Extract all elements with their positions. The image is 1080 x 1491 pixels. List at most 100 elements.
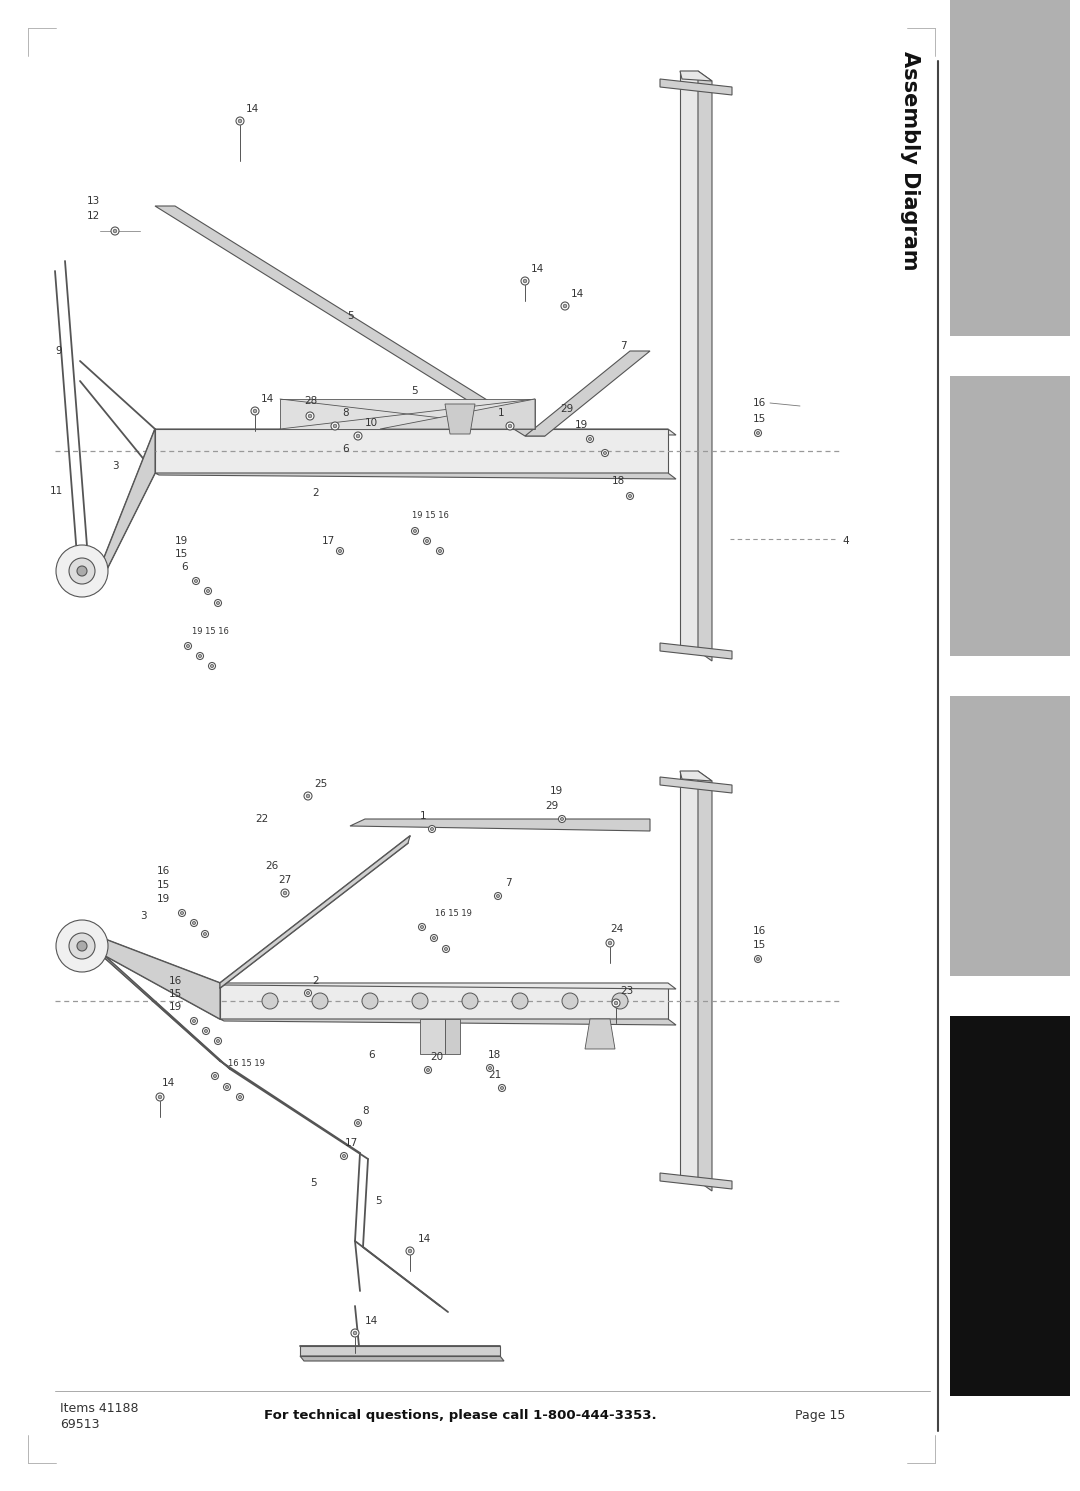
Text: 20: 20	[430, 1053, 443, 1062]
Circle shape	[426, 540, 429, 543]
Circle shape	[192, 921, 195, 924]
Circle shape	[307, 992, 310, 994]
Circle shape	[423, 537, 431, 544]
Circle shape	[56, 546, 108, 596]
Text: 13: 13	[86, 195, 100, 206]
Text: ASSEMBLY: ASSEMBLY	[1003, 480, 1016, 552]
Circle shape	[158, 1096, 162, 1099]
Circle shape	[239, 119, 242, 122]
Text: 6: 6	[368, 1050, 375, 1060]
Text: 2: 2	[312, 977, 319, 986]
Circle shape	[488, 1066, 491, 1069]
Circle shape	[305, 990, 311, 996]
Circle shape	[523, 279, 527, 283]
Polygon shape	[660, 643, 732, 659]
Text: 19: 19	[575, 420, 589, 429]
Circle shape	[427, 1069, 430, 1072]
Text: For technical questions, please call 1-800-444-3353.: For technical questions, please call 1-8…	[264, 1409, 657, 1422]
Text: 19: 19	[550, 786, 564, 796]
Text: 19 15 16: 19 15 16	[191, 626, 229, 635]
Circle shape	[612, 999, 620, 1006]
Circle shape	[215, 1038, 221, 1045]
Polygon shape	[220, 1018, 676, 1024]
Circle shape	[755, 956, 761, 963]
Polygon shape	[156, 429, 669, 473]
Circle shape	[206, 589, 210, 592]
Text: 5: 5	[411, 386, 418, 397]
Text: 14: 14	[246, 104, 259, 113]
Circle shape	[561, 303, 569, 310]
Circle shape	[561, 817, 564, 820]
Circle shape	[615, 1000, 618, 1005]
Text: 27: 27	[278, 875, 292, 886]
Circle shape	[199, 655, 202, 658]
Text: 25: 25	[314, 778, 327, 789]
Text: 6: 6	[342, 444, 349, 453]
Circle shape	[190, 1017, 198, 1024]
Polygon shape	[680, 72, 698, 652]
Text: MAINTENANCE: MAINTENANCE	[1003, 1156, 1016, 1257]
Circle shape	[563, 304, 567, 307]
Text: 10: 10	[365, 417, 378, 428]
Text: 5: 5	[347, 312, 353, 321]
Text: 15: 15	[157, 880, 170, 890]
Text: 16: 16	[753, 398, 766, 409]
Circle shape	[512, 993, 528, 1009]
Text: 4: 4	[842, 535, 849, 546]
Circle shape	[197, 653, 203, 659]
Text: 14: 14	[162, 1078, 175, 1088]
Polygon shape	[220, 983, 676, 989]
Text: 14: 14	[365, 1317, 378, 1325]
Circle shape	[203, 1027, 210, 1035]
Circle shape	[509, 425, 512, 428]
Circle shape	[756, 431, 759, 434]
Text: 29: 29	[561, 404, 573, 414]
Circle shape	[354, 432, 362, 440]
Polygon shape	[156, 206, 545, 435]
Text: 16: 16	[753, 926, 766, 936]
Text: 8: 8	[362, 1106, 368, 1115]
Circle shape	[215, 599, 221, 607]
Circle shape	[445, 947, 447, 951]
Circle shape	[351, 1328, 359, 1337]
Text: SAFETY: SAFETY	[1003, 142, 1016, 195]
Circle shape	[612, 993, 627, 1009]
Circle shape	[462, 993, 478, 1009]
Circle shape	[216, 601, 219, 604]
Circle shape	[356, 1121, 360, 1124]
Circle shape	[436, 547, 444, 555]
Text: 2: 2	[312, 488, 319, 498]
Polygon shape	[445, 404, 475, 434]
Circle shape	[337, 547, 343, 555]
Circle shape	[202, 930, 208, 938]
Text: 17: 17	[345, 1138, 359, 1148]
Circle shape	[340, 1153, 348, 1160]
Circle shape	[214, 1075, 217, 1078]
Bar	[950, 0, 1070, 335]
Circle shape	[190, 920, 198, 926]
Polygon shape	[660, 1173, 732, 1188]
Text: 19: 19	[175, 535, 188, 546]
Text: 15: 15	[753, 414, 766, 423]
Circle shape	[431, 935, 437, 941]
Circle shape	[429, 826, 435, 832]
Circle shape	[180, 911, 184, 914]
Circle shape	[420, 926, 423, 929]
Circle shape	[755, 429, 761, 437]
Text: 7: 7	[620, 341, 626, 350]
Circle shape	[237, 116, 244, 125]
Circle shape	[192, 577, 200, 584]
Text: 16: 16	[168, 977, 183, 986]
Circle shape	[521, 277, 529, 285]
Circle shape	[187, 644, 190, 647]
Text: 7: 7	[505, 878, 512, 889]
Circle shape	[602, 449, 608, 456]
Polygon shape	[698, 72, 712, 661]
Circle shape	[406, 1246, 414, 1255]
Polygon shape	[97, 951, 230, 1069]
Circle shape	[499, 1084, 505, 1091]
Text: 23: 23	[620, 986, 633, 996]
Text: 19: 19	[157, 895, 170, 904]
Circle shape	[589, 437, 592, 440]
Circle shape	[419, 923, 426, 930]
